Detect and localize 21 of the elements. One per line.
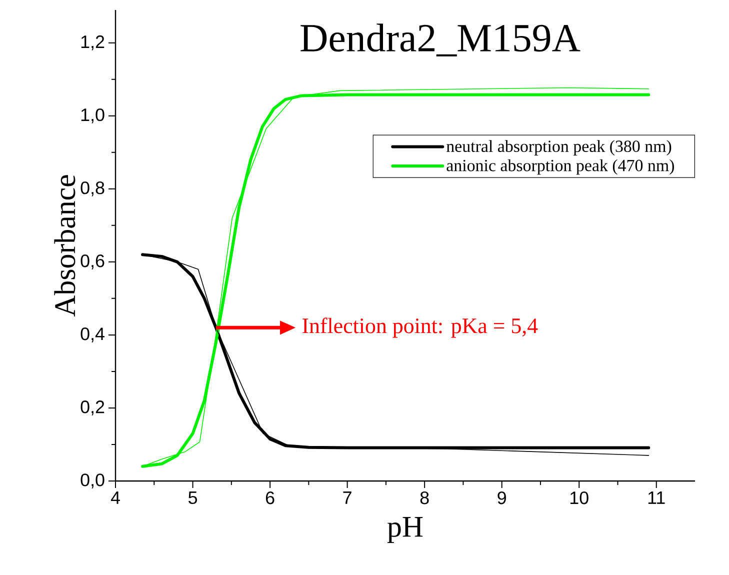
x-tick-label: 5 <box>188 492 198 504</box>
x-tick-label: 7 <box>343 492 352 504</box>
x-tick-label: 11 <box>648 492 665 504</box>
x-tick-label: 6 <box>266 491 274 504</box>
annotation: Inflection point: pKa = 5,4 <box>302 318 538 338</box>
x-tick-label: 9 <box>498 491 506 504</box>
y-tick-label: 0,6 <box>80 254 104 270</box>
y-tick-label: 1,2 <box>81 35 104 50</box>
y-tick-label: 0,8 <box>80 181 104 196</box>
x-tick-label: 10 <box>570 491 588 504</box>
x-axis-title: pH <box>387 517 423 543</box>
legend-label: neutral absorption peak (380 nm) <box>446 140 672 156</box>
y-tick-label: 0,0 <box>80 474 104 488</box>
x-tick-label: 4 <box>110 492 120 504</box>
y-tick-label: 0,4 <box>80 328 104 342</box>
y-tick-label: 1,0 <box>81 108 104 124</box>
y-tick-label: 0,2 <box>80 400 104 416</box>
legend-label: anionic absorption peak (470 nm) <box>446 159 674 175</box>
x-tick-label: 8 <box>420 491 429 504</box>
chart-title: Dendra2_M159A <box>300 24 580 56</box>
y-axis-title: Absorbance <box>54 175 76 317</box>
